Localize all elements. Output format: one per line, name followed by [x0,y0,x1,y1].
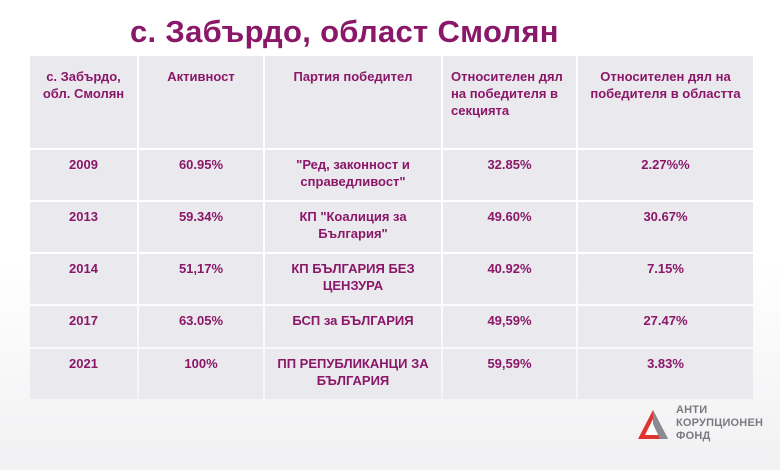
cell-share-region: 27.47% [578,306,753,347]
cell-share-region: 7.15% [578,254,753,304]
table-row: 2014 51,17% КП БЪЛГАРИЯ БЕЗ ЦЕНЗУРА 40.9… [30,254,753,304]
page-title: с. Забърдо, област Смолян [130,14,559,49]
header-location: с. Забърдо, обл. Смолян [30,56,137,148]
cell-year: 2014 [30,254,137,304]
header-share-region: Относителен дял на победителя в областта [578,56,753,148]
table-header-row: с. Забърдо, обл. Смолян Активност Партия… [30,56,753,148]
logo-line-3: ФОНД [676,430,711,442]
table-row: 2021 100% ПП РЕПУБЛИКАНЦИ ЗА БЪЛГАРИЯ 59… [30,349,753,399]
cell-year: 2013 [30,202,137,252]
header-share-section: Относителен дял на победителя в секцията [443,56,576,148]
cell-party: КП БЪЛГАРИЯ БЕЗ ЦЕНЗУРА [265,254,441,304]
logo-line-1: АНТИ [676,404,708,416]
cell-party: БСП за БЪЛГАРИЯ [265,306,441,347]
cell-share-region: 30.67% [578,202,753,252]
logo-text: АНТИ КОРУПЦИОНЕН ФОНД [676,404,763,443]
table-row: 2017 63.05% БСП за БЪЛГАРИЯ 49,59% 27.47… [30,306,753,347]
cell-turnout: 100% [139,349,263,399]
cell-party: "Ред, законност и справедливост" [265,150,441,200]
table-row: 2013 59.34% КП "Коалиция за България" 49… [30,202,753,252]
cell-share-region: 2.27%% [578,150,753,200]
cell-year: 2021 [30,349,137,399]
cell-party: ПП РЕПУБЛИКАНЦИ ЗА БЪЛГАРИЯ [265,349,441,399]
header-winning-party: Партия победител [265,56,441,148]
triangle-logo-icon [638,410,668,439]
cell-year: 2009 [30,150,137,200]
anti-corruption-fund-logo: АНТИ КОРУПЦИОНЕН ФОНД [636,404,776,454]
cell-turnout: 60.95% [139,150,263,200]
cell-turnout: 59.34% [139,202,263,252]
cell-party: КП "Коалиция за България" [265,202,441,252]
logo-line-2: КОРУПЦИОНЕН [676,417,764,429]
cell-turnout: 51,17% [139,254,263,304]
results-table: с. Забърдо, обл. Смолян Активност Партия… [28,54,755,401]
cell-share-section: 32.85% [443,150,576,200]
header-turnout: Активност [139,56,263,148]
table-row: 2009 60.95% "Ред, законност и справедлив… [30,150,753,200]
cell-share-section: 40.92% [443,254,576,304]
cell-share-section: 59,59% [443,349,576,399]
cell-share-section: 49,59% [443,306,576,347]
cell-turnout: 63.05% [139,306,263,347]
cell-share-section: 49.60% [443,202,576,252]
cell-year: 2017 [30,306,137,347]
cell-share-region: 3.83% [578,349,753,399]
